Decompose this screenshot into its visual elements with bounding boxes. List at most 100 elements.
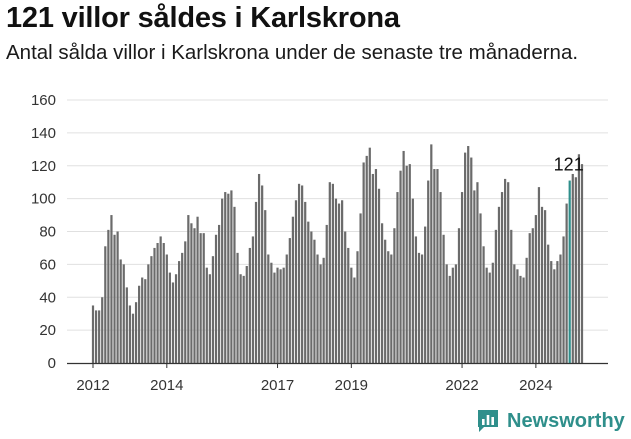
bar (411, 198, 414, 363)
bar (540, 206, 544, 363)
bar (214, 234, 218, 363)
bar (580, 164, 584, 363)
bar (393, 228, 396, 363)
bar (282, 267, 285, 363)
bar (525, 257, 528, 363)
bar (368, 147, 371, 363)
bar (507, 182, 510, 363)
bar (211, 256, 215, 363)
bar (516, 269, 519, 363)
bar (577, 154, 581, 363)
y-tick-label: 60 (39, 256, 56, 273)
bar (319, 264, 322, 363)
bar (125, 287, 128, 363)
x-tick-label: 2022 (445, 377, 478, 394)
bar (494, 229, 497, 363)
bar (559, 254, 562, 363)
bar (279, 269, 282, 363)
bar (150, 256, 153, 363)
bar (297, 183, 301, 363)
bar (131, 313, 135, 363)
bar (396, 192, 399, 363)
bar (445, 264, 448, 363)
bar (556, 261, 559, 363)
bar (371, 173, 374, 363)
bar (350, 267, 353, 363)
bar (417, 252, 421, 363)
bar (245, 266, 248, 363)
bar (270, 262, 273, 363)
bar (116, 231, 119, 363)
y-tick-label: 160 (31, 92, 56, 109)
value-annotation: 121 (554, 155, 584, 175)
y-tick-label: 120 (31, 158, 56, 175)
bar (187, 215, 190, 363)
bar (439, 192, 442, 363)
bar (208, 274, 211, 363)
bar (193, 228, 196, 363)
x-tick-label: 2012 (76, 377, 109, 394)
bars (91, 144, 584, 363)
bar (510, 229, 513, 363)
bar (374, 169, 378, 363)
bar (337, 203, 341, 363)
bar (248, 247, 251, 363)
newsworthy-logo[interactable]: Newsworthy (476, 408, 625, 434)
bar-highlight (568, 180, 571, 363)
bar (242, 275, 245, 363)
bar (267, 254, 270, 363)
bar (119, 259, 122, 363)
bar (347, 247, 350, 363)
bar (153, 247, 156, 363)
bar (550, 261, 553, 363)
bar (331, 183, 334, 363)
bar (467, 146, 470, 363)
y-tick-label: 40 (39, 289, 56, 306)
bar (221, 198, 224, 363)
bar (448, 275, 451, 363)
bar (168, 272, 171, 363)
bar (387, 251, 390, 363)
bar (399, 170, 402, 363)
bar (497, 206, 501, 363)
bar (122, 264, 125, 363)
bar (91, 305, 95, 363)
bar (162, 243, 165, 363)
bar (470, 157, 473, 363)
bar (341, 200, 344, 363)
bar (113, 234, 116, 363)
bar (565, 203, 568, 363)
bar (181, 252, 184, 363)
bar (356, 251, 359, 363)
y-tick-label: 0 (48, 355, 56, 372)
bar (199, 233, 202, 363)
bar (230, 190, 233, 363)
bar (522, 277, 525, 363)
x-tick-label: 2014 (150, 377, 183, 394)
bar (430, 144, 433, 363)
bar (427, 180, 430, 363)
bar (165, 254, 168, 363)
bar (531, 228, 534, 363)
bar (217, 224, 221, 363)
bar (457, 228, 461, 363)
bar (178, 261, 181, 363)
bar (473, 190, 476, 363)
bar (454, 264, 458, 363)
bar (325, 224, 328, 363)
x-axis: 2012 2014 2017 2019 2022 2024 (67, 362, 608, 394)
bar (156, 243, 159, 363)
x-tick-label: 2024 (519, 377, 552, 394)
bar (537, 187, 541, 363)
bar (414, 236, 418, 363)
bar (420, 254, 424, 363)
bar (313, 239, 316, 363)
bar (464, 152, 467, 363)
bar (562, 236, 565, 363)
bar (310, 231, 313, 363)
bar (476, 182, 479, 363)
bar (405, 165, 408, 363)
bar (184, 241, 187, 363)
bar (236, 252, 239, 363)
